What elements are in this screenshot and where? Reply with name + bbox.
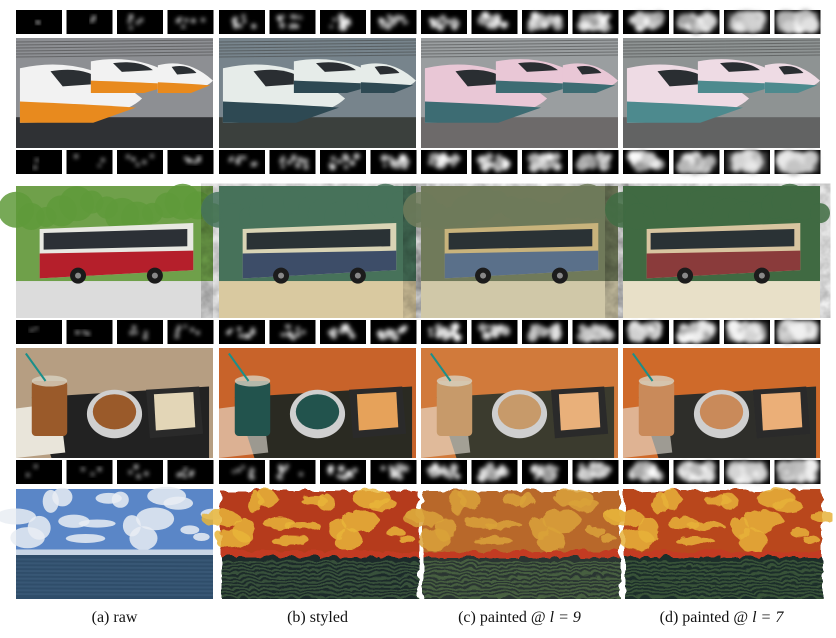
mask-thumbnail xyxy=(219,150,265,174)
mask-thumbnail xyxy=(117,150,163,174)
panel-image xyxy=(622,38,821,148)
panel-image xyxy=(403,183,629,318)
mask-thumbnail xyxy=(16,150,62,174)
mask-thumbnail xyxy=(572,320,619,344)
mask-thumbnail xyxy=(421,460,467,484)
panel-image xyxy=(605,183,831,318)
mask-thumbnail xyxy=(167,320,214,344)
mask-thumbnail xyxy=(572,460,619,484)
mask-thumbnail xyxy=(370,460,417,484)
caption-painted-l7: (d) painted @ l = 7 xyxy=(623,609,820,627)
panel-image xyxy=(201,183,427,318)
mask-thumbnail xyxy=(421,320,467,344)
mask-thumbnail xyxy=(167,10,214,34)
panel-image xyxy=(420,38,619,148)
mask-thumbnail xyxy=(320,320,366,344)
mask-thumbnail xyxy=(522,10,568,34)
mask-thumbnail xyxy=(724,460,770,485)
mask-thumbnail xyxy=(471,10,518,34)
mask-thumbnail xyxy=(269,320,316,344)
caption-painted-l7-math: l = 7 xyxy=(752,609,784,626)
mask-thumbnail xyxy=(16,10,62,34)
mask-thumbnail xyxy=(117,460,163,484)
mask-thumbnail xyxy=(522,460,568,484)
mask-thumbnail xyxy=(167,460,214,484)
caption-painted-l9: (c) painted @ l = 9 xyxy=(421,609,618,627)
mask-thumbnail xyxy=(219,320,265,344)
mask-thumbnail xyxy=(269,150,316,174)
mask-thumbnail xyxy=(16,460,62,484)
mask-thumbnail xyxy=(421,150,467,174)
panel-image xyxy=(603,486,833,599)
mask-thumbnail xyxy=(320,10,366,34)
mask-thumbnail xyxy=(774,318,821,344)
mask-thumbnail xyxy=(320,150,366,174)
mask-thumbnail xyxy=(623,320,669,344)
mask-thumbnail xyxy=(623,460,669,484)
mask-thumbnail xyxy=(522,150,568,174)
panel-image xyxy=(15,38,214,148)
mask-thumbnail xyxy=(774,9,821,34)
caption-raw: (a) raw xyxy=(16,609,213,627)
mask-thumbnail xyxy=(370,10,417,34)
mask-thumbnail xyxy=(673,10,720,35)
mask-thumbnail xyxy=(320,460,366,484)
panel-image xyxy=(199,486,429,599)
mask-thumbnail xyxy=(269,460,316,484)
mask-thumbnail xyxy=(16,320,62,344)
panel-image xyxy=(219,348,416,458)
mask-thumbnail xyxy=(572,10,619,34)
mask-thumbnail xyxy=(724,10,770,34)
mask-thumbnail xyxy=(269,10,316,34)
mask-thumbnail xyxy=(623,10,669,34)
panel-image xyxy=(218,38,417,148)
mask-thumbnail xyxy=(117,10,163,34)
mask-thumbnail xyxy=(471,150,518,174)
mask-thumbnail xyxy=(673,319,720,345)
caption-styled-text: (b) styled xyxy=(287,609,348,626)
mask-thumbnail xyxy=(572,150,619,174)
caption-painted-l9-math: l = 9 xyxy=(549,609,581,626)
panel-image xyxy=(0,183,224,318)
panel-image xyxy=(16,348,213,458)
mask-thumbnail xyxy=(219,460,265,484)
mask-thumbnail xyxy=(66,320,113,344)
mask-thumbnail xyxy=(673,460,720,484)
panel-image xyxy=(0,486,226,599)
mask-thumbnail xyxy=(724,319,770,344)
mask-thumbnail xyxy=(66,10,113,34)
mask-thumbnail xyxy=(774,458,821,484)
mask-thumbnail xyxy=(774,148,821,176)
panel-image xyxy=(421,348,618,458)
caption-raw-text: (a) raw xyxy=(91,609,138,626)
mask-thumbnail xyxy=(623,149,669,174)
mask-thumbnail xyxy=(167,150,214,174)
mask-thumbnail xyxy=(370,150,417,174)
mask-thumbnail xyxy=(421,10,467,34)
caption-styled: (b) styled xyxy=(219,609,416,627)
mask-thumbnail xyxy=(471,320,518,344)
mask-thumbnail xyxy=(370,320,417,344)
mask-thumbnail xyxy=(117,320,163,344)
mask-thumbnail xyxy=(66,150,113,174)
panel-image xyxy=(623,348,820,458)
caption-painted-l7-text: (d) painted @ xyxy=(659,609,753,626)
panel-image xyxy=(401,486,631,599)
mask-thumbnail xyxy=(471,460,518,484)
mask-thumbnail xyxy=(522,320,568,344)
mask-thumbnail xyxy=(673,150,720,175)
caption-painted-l9-text: (c) painted @ xyxy=(458,609,550,626)
mask-thumbnail xyxy=(219,10,265,34)
mask-thumbnail xyxy=(724,148,770,175)
mask-thumbnail xyxy=(66,460,113,484)
